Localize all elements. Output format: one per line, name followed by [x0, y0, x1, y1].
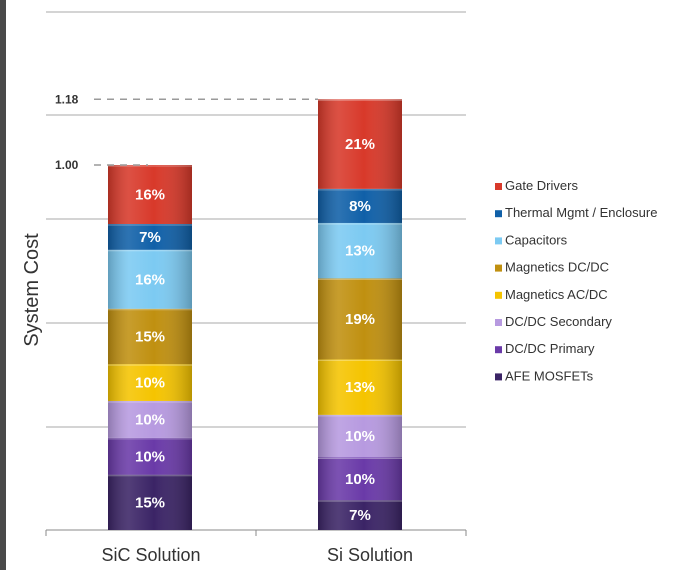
reference-lines: 1.00 1.18 [55, 92, 318, 172]
bar-segment-shading [108, 165, 192, 224]
legend-swatch [495, 183, 502, 190]
segment-value-label: 13% [345, 379, 375, 396]
reference-value-label: 1.18 [55, 92, 79, 106]
segment-value-label: 21% [345, 136, 375, 153]
legend-swatch [495, 210, 502, 218]
segment-value-label: 10% [345, 428, 375, 445]
legend: Gate Drivers Thermal Mgmt / Enclosure Capa… [495, 178, 657, 383]
bar-segment-shading [108, 437, 192, 475]
segment-value-label: 8% [349, 198, 371, 215]
segment-value-label: 16% [135, 186, 165, 203]
legend-item-dc-dc-primary: DC/DC Primary [495, 341, 595, 356]
bar-segment-shading [108, 364, 192, 401]
category-label: SiC Solution [101, 545, 200, 565]
legend-item-capacitors: Capacitors [495, 232, 568, 247]
reference-value-label: 1.00 [55, 158, 79, 172]
category-labels: SiC Solution Si Solution [101, 545, 413, 565]
y-axis-label: System Cost [21, 233, 43, 347]
legend-swatch [495, 237, 502, 245]
legend-item-magnetics-dc-dc: Magnetics DC/DC [495, 260, 609, 275]
legend-label: DC/DC Secondary [505, 314, 612, 329]
segment-value-label: 15% [135, 494, 165, 511]
segment-value-label: 7% [139, 229, 161, 246]
legend-label: Capacitors [505, 232, 568, 247]
legend-swatch [495, 264, 502, 272]
legend-item-magnetics-ac-dc: Magnetics AC/DC [495, 287, 608, 302]
bar-segment-shading [318, 188, 402, 223]
legend-item-gate-drivers: Gate Drivers [495, 178, 578, 193]
bar-segment-shading [108, 249, 192, 309]
bar-segment-shading [108, 223, 192, 250]
bar-segment-shading [318, 278, 402, 360]
bars: 15% 10% 10% 10% 15% 16% 7% 16% 7% 10% 10% 13% 19% 13%… [108, 99, 402, 530]
bar-segment-shading [318, 414, 402, 458]
segment-value-label: 16% [135, 271, 165, 288]
legend-label: Magnetics AC/DC [505, 287, 608, 302]
legend-label: Thermal Mgmt / Enclosure [505, 205, 657, 220]
segment-value-label: 13% [345, 243, 375, 260]
legend-swatch [495, 373, 502, 381]
legend-label: Gate Drivers [505, 178, 578, 193]
left-edge-strip [0, 0, 6, 570]
segment-value-label: 10% [135, 411, 165, 428]
bar-segment-shading [318, 457, 402, 501]
legend-item-afe-mosfets: AFE MOSFETs [495, 368, 594, 383]
bar-segment-shading [318, 500, 402, 530]
segment-value-label: 7% [349, 507, 371, 524]
legend-label: Magnetics DC/DC [505, 260, 609, 275]
legend-swatch [495, 319, 502, 326]
bar-segment-shading [318, 99, 402, 189]
segment-value-label: 19% [345, 311, 375, 328]
legend-item-dc-dc-secondary: DC/DC Secondary [495, 314, 612, 329]
bar-segment-shading [318, 222, 402, 279]
segment-value-label: 10% [135, 375, 165, 392]
legend-swatch [495, 346, 502, 354]
bar-si-solution: 7% 10% 10% 13% 19% 13% 8% 21% [318, 99, 402, 530]
axes [45, 529, 467, 536]
legend-item-thermal-mgmt-enclosure: Thermal Mgmt / Enclosure [495, 205, 657, 220]
bar-sic-solution: 15% 10% 10% 10% 15% 16% 7% 16% [108, 165, 192, 530]
bar-segment-shading [108, 308, 192, 365]
legend-swatch [495, 291, 502, 299]
segment-value-label: 10% [345, 471, 375, 488]
segment-value-label: 15% [135, 328, 165, 345]
segment-value-label: 10% [135, 448, 165, 465]
legend-label: DC/DC Primary [505, 341, 595, 356]
category-label: Si Solution [327, 545, 413, 565]
bar-segment-shading [318, 359, 402, 415]
legend-label: AFE MOSFETs [505, 368, 594, 383]
bar-segment-shading [108, 400, 192, 438]
bar-segment-shading [108, 474, 192, 530]
